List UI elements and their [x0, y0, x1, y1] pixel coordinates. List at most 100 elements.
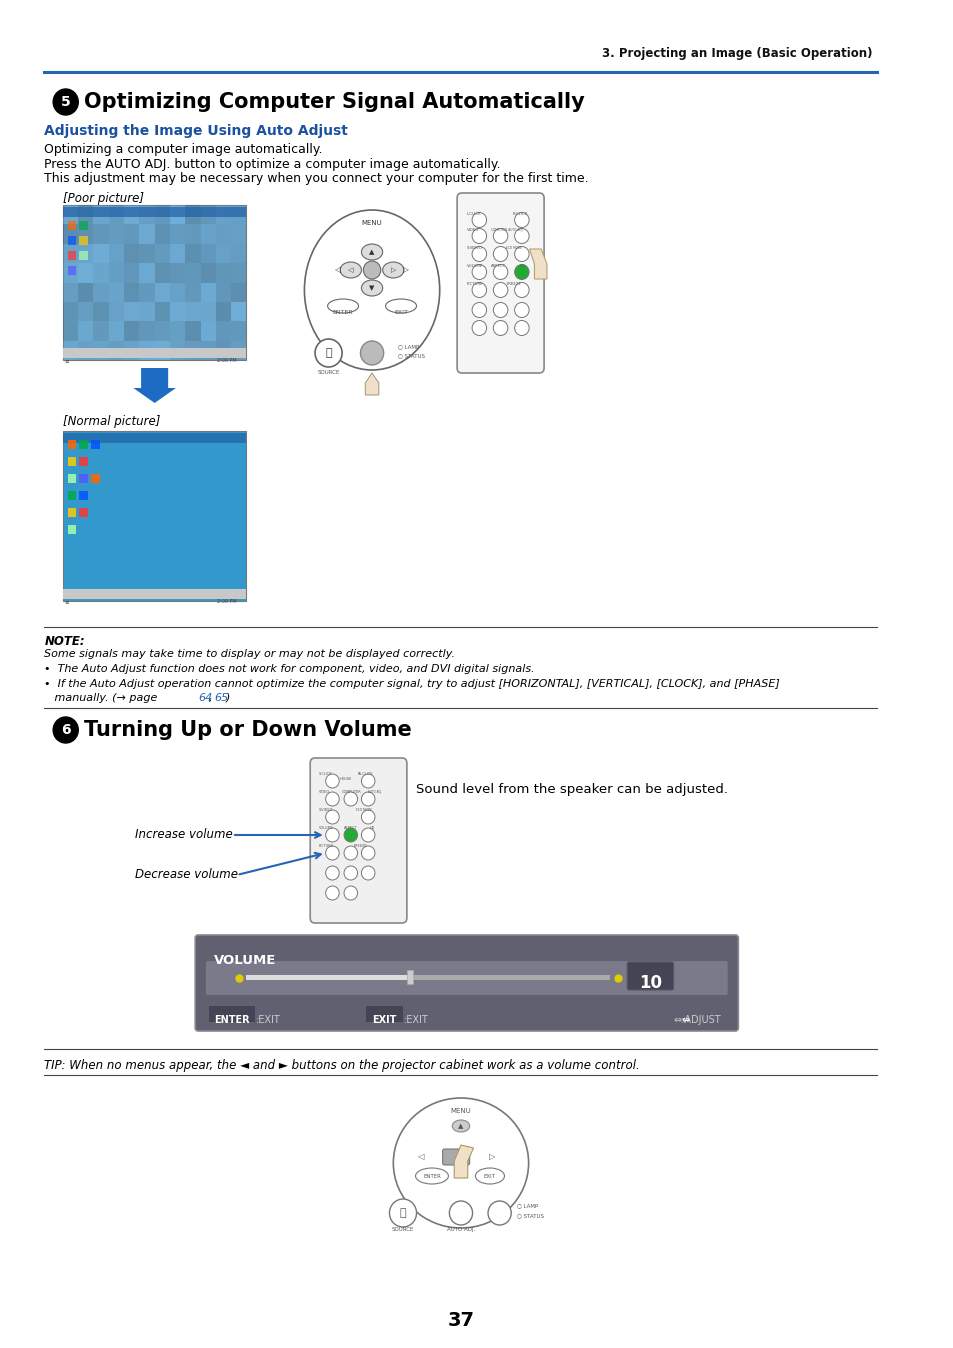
Text: ENTER: ENTER [422, 1174, 440, 1178]
FancyBboxPatch shape [170, 302, 185, 321]
Text: COMPUTER: COMPUTER [342, 790, 361, 794]
FancyBboxPatch shape [91, 439, 99, 449]
Text: ,: , [209, 693, 215, 704]
Circle shape [325, 865, 339, 880]
Text: ○ LAMP: ○ LAMP [517, 1204, 537, 1209]
Ellipse shape [382, 262, 403, 278]
FancyBboxPatch shape [63, 431, 246, 601]
Text: ENTER: ENTER [333, 310, 353, 315]
FancyBboxPatch shape [63, 263, 78, 283]
FancyBboxPatch shape [139, 321, 154, 341]
FancyBboxPatch shape [63, 205, 78, 224]
Text: MENU: MENU [450, 1108, 471, 1113]
FancyBboxPatch shape [63, 205, 246, 360]
FancyBboxPatch shape [185, 224, 200, 244]
FancyBboxPatch shape [215, 244, 231, 263]
FancyBboxPatch shape [200, 263, 215, 283]
FancyBboxPatch shape [442, 1148, 469, 1165]
Circle shape [325, 828, 339, 842]
Text: ▲: ▲ [369, 249, 375, 255]
FancyBboxPatch shape [63, 589, 246, 599]
Text: :EXIT: :EXIT [403, 1015, 428, 1024]
Circle shape [493, 264, 507, 279]
Text: ): ) [226, 693, 231, 704]
Text: HOUSE: HOUSE [339, 776, 352, 780]
FancyBboxPatch shape [93, 205, 109, 224]
FancyBboxPatch shape [231, 321, 246, 341]
FancyBboxPatch shape [78, 244, 93, 263]
Circle shape [360, 341, 383, 365]
Circle shape [514, 283, 529, 298]
FancyBboxPatch shape [215, 263, 231, 283]
Text: 2:00 PM: 2:00 PM [217, 359, 236, 363]
Polygon shape [133, 368, 175, 403]
Circle shape [361, 865, 375, 880]
Text: ASPECT: ASPECT [491, 264, 505, 268]
Text: ≡: ≡ [65, 599, 70, 604]
Text: 10: 10 [639, 975, 661, 992]
Text: ◁: ◁ [416, 1153, 423, 1162]
FancyBboxPatch shape [109, 205, 124, 224]
FancyBboxPatch shape [124, 341, 139, 360]
Ellipse shape [385, 299, 416, 313]
Circle shape [472, 321, 486, 336]
FancyBboxPatch shape [170, 263, 185, 283]
Text: Increase volume: Increase volume [135, 829, 233, 841]
FancyBboxPatch shape [215, 205, 231, 224]
Text: AUTO ADJ.: AUTO ADJ. [368, 790, 382, 794]
Circle shape [361, 847, 375, 860]
Text: ◁: ◁ [348, 267, 354, 274]
Ellipse shape [327, 299, 358, 313]
Circle shape [325, 886, 339, 900]
Polygon shape [529, 249, 546, 279]
FancyBboxPatch shape [154, 302, 170, 321]
FancyBboxPatch shape [124, 205, 139, 224]
FancyBboxPatch shape [185, 263, 200, 283]
Circle shape [314, 338, 342, 367]
Text: FA.CLICK: FA.CLICK [357, 772, 373, 776]
FancyBboxPatch shape [170, 321, 185, 341]
Text: ▷: ▷ [390, 267, 395, 274]
FancyBboxPatch shape [231, 283, 246, 302]
FancyBboxPatch shape [231, 244, 246, 263]
FancyBboxPatch shape [109, 263, 124, 283]
FancyBboxPatch shape [124, 302, 139, 321]
Text: ○ STATUS: ○ STATUS [517, 1213, 543, 1219]
Text: ▷: ▷ [488, 1153, 495, 1162]
Text: MENU: MENU [361, 220, 382, 226]
Text: 5: 5 [61, 94, 71, 109]
FancyBboxPatch shape [231, 224, 246, 244]
Circle shape [361, 793, 375, 806]
Text: Optimizing a computer image automatically.: Optimizing a computer image automaticall… [45, 143, 323, 156]
Text: ◁: ◁ [335, 266, 341, 275]
FancyBboxPatch shape [78, 302, 93, 321]
FancyBboxPatch shape [93, 263, 109, 283]
Circle shape [361, 774, 375, 789]
Circle shape [361, 828, 375, 842]
FancyBboxPatch shape [215, 224, 231, 244]
FancyBboxPatch shape [63, 433, 246, 443]
Text: FREEZE: FREEZE [354, 844, 367, 848]
FancyBboxPatch shape [109, 321, 124, 341]
FancyBboxPatch shape [68, 474, 76, 483]
FancyBboxPatch shape [215, 302, 231, 321]
Text: S-VIDEO: S-VIDEO [318, 807, 333, 811]
FancyBboxPatch shape [124, 321, 139, 341]
Text: ECO MODE: ECO MODE [355, 807, 372, 811]
Text: ▷: ▷ [402, 266, 409, 275]
Text: L-CLICK: L-CLICK [466, 212, 481, 216]
FancyBboxPatch shape [124, 224, 139, 244]
Ellipse shape [340, 262, 361, 278]
FancyBboxPatch shape [78, 321, 93, 341]
FancyBboxPatch shape [185, 205, 200, 224]
FancyBboxPatch shape [93, 283, 109, 302]
Text: EXIT: EXIT [483, 1174, 496, 1178]
Text: NOTE:: NOTE: [45, 635, 85, 648]
FancyBboxPatch shape [93, 341, 109, 360]
Text: 6: 6 [61, 723, 71, 737]
Text: Optimizing Computer Signal Automatically: Optimizing Computer Signal Automatically [84, 92, 584, 112]
Ellipse shape [304, 210, 439, 369]
Circle shape [472, 264, 486, 279]
Text: •  If the Auto Adjust operation cannot optimize the computer signal, try to adju: • If the Auto Adjust operation cannot op… [45, 679, 780, 689]
Circle shape [514, 264, 529, 279]
